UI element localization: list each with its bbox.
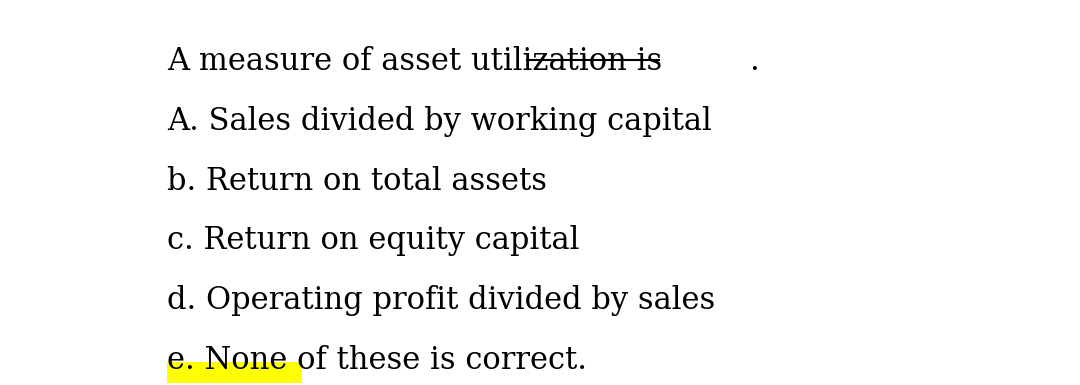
Text: d. Operating profit divided by sales: d. Operating profit divided by sales (167, 285, 716, 316)
Bar (167, 362, 302, 383)
Text: A. Sales divided by working capital: A. Sales divided by working capital (167, 106, 712, 137)
Text: c. Return on equity capital: c. Return on equity capital (167, 225, 580, 256)
Text: b. Return on total assets: b. Return on total assets (167, 166, 548, 197)
Text: e. None of these is correct.: e. None of these is correct. (167, 345, 588, 376)
Text: A measure of asset utilization is         .: A measure of asset utilization is . (167, 46, 760, 77)
